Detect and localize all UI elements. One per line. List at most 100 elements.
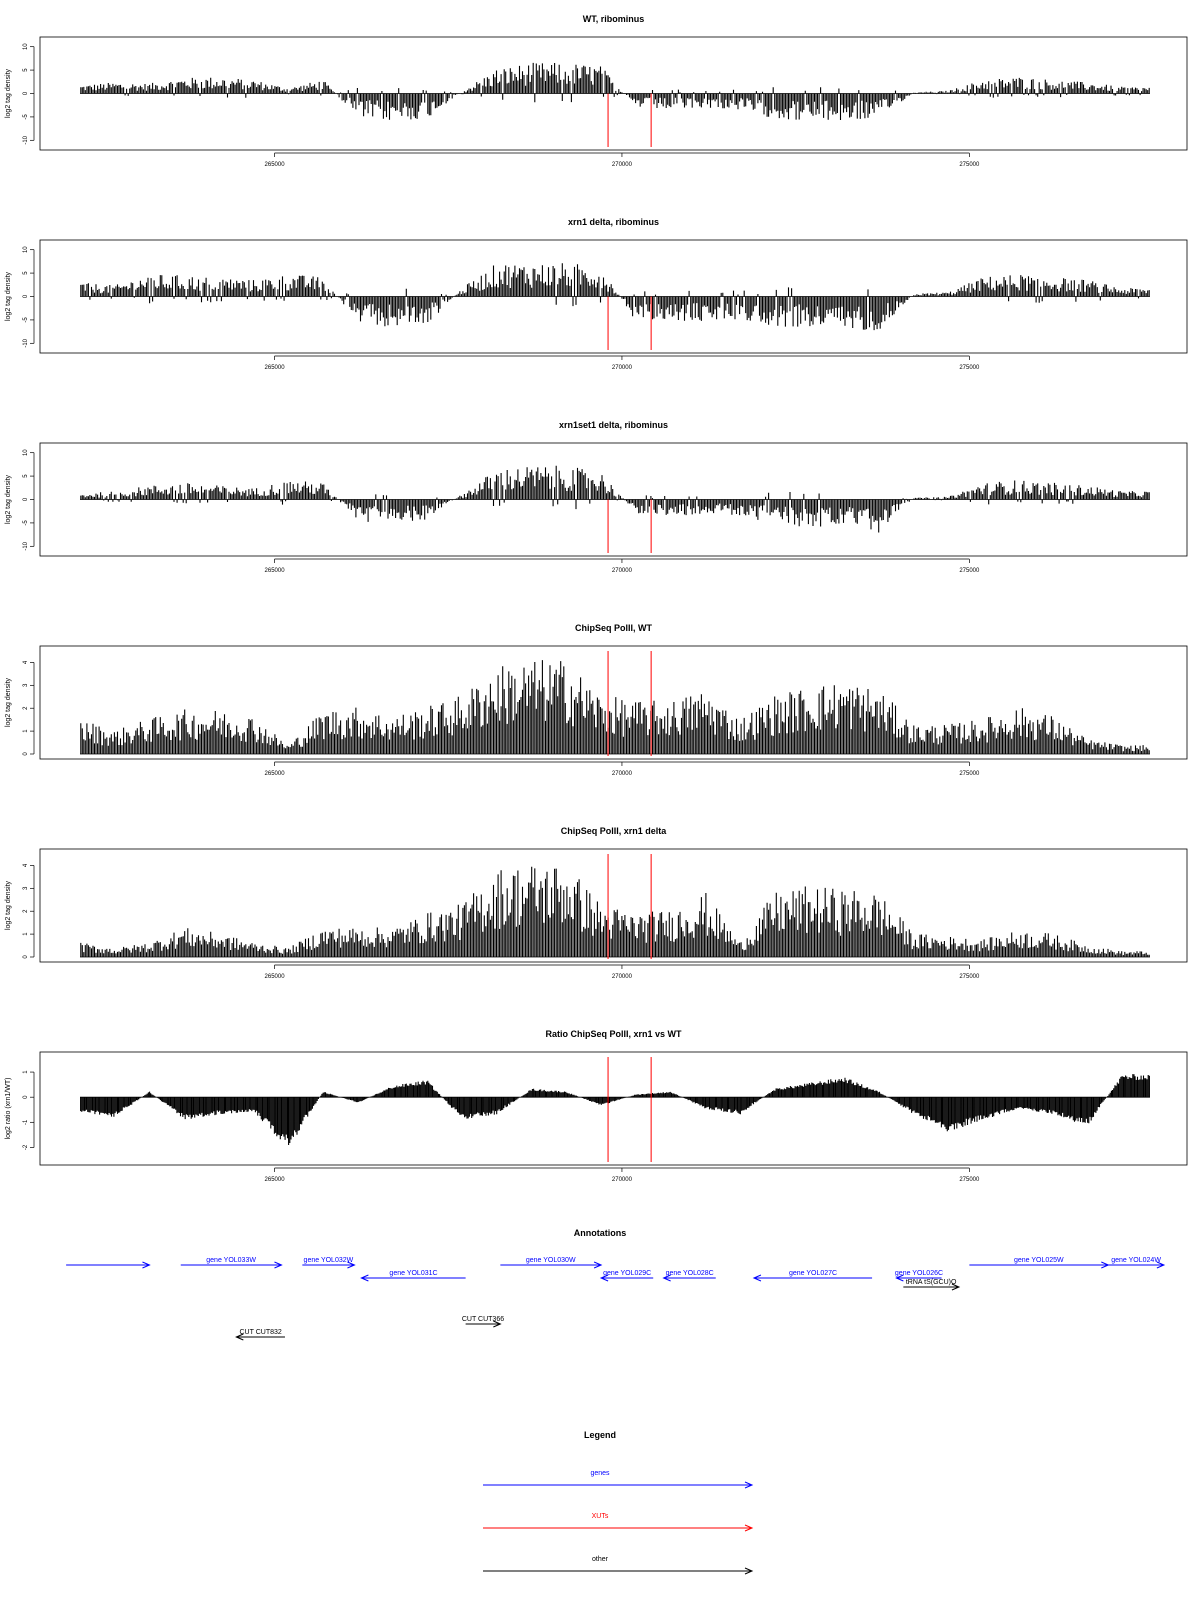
annotation-arrowhead [1101, 1261, 1110, 1269]
panel-title: xrn1 delta, ribominus [568, 217, 659, 227]
annotations-title: Annotations [574, 1228, 627, 1238]
y-tick-label: 10 [23, 43, 29, 50]
panel-frame [39, 36, 1188, 151]
x-tick-label: 270000 [612, 974, 633, 980]
y-tick-label: -5 [23, 520, 29, 526]
y-tick-label: -5 [23, 317, 29, 323]
panel-frame [39, 239, 1188, 354]
panel-title: ChipSeq PolII, xrn1 delta [561, 826, 668, 836]
x-tick-label: 275000 [959, 162, 980, 168]
panel-frame [39, 1051, 1188, 1166]
y-tick-label: 2 [23, 706, 29, 710]
y-tick-label: 0 [23, 1095, 29, 1099]
panel-6: Ratio ChipSeq PolII, xrn1 vs WT -2 -1 0 1 log… [5, 1029, 1188, 1183]
annotations-panel: Annotations gene YOL033W gene YOL032W gene … [66, 1228, 1166, 1341]
legend-arrowhead [744, 1567, 754, 1575]
annotation-label: gene YOL024W [1111, 1257, 1161, 1264]
x-tick-label: 275000 [959, 771, 980, 777]
x-tick-label: 270000 [612, 1177, 633, 1183]
y-tick-label: 10 [23, 449, 29, 456]
annotation-arrowhead [752, 1274, 762, 1282]
annotation-label: gene YOL032W [304, 1257, 354, 1264]
legend-label: genes [590, 1470, 610, 1477]
panel-title: Ratio ChipSeq PolII, xrn1 vs WT [545, 1029, 682, 1039]
legend-arrowhead [744, 1524, 754, 1532]
annotation-arrowhead [895, 1274, 904, 1282]
y-tick-label: 1 [23, 932, 29, 936]
annotation-label: CUT CUT832 [240, 1329, 282, 1336]
legend-arrowhead [744, 1481, 754, 1489]
y-tick-label: -10 [23, 541, 29, 550]
annotation-arrowhead [599, 1274, 609, 1282]
annotation-arrowhead [662, 1274, 671, 1282]
y-tick-label: 0 [23, 91, 29, 95]
x-tick-label: 270000 [612, 365, 633, 371]
x-tick-label: 265000 [265, 162, 286, 168]
annotation-label: tRNA tS(GCU)O [906, 1279, 957, 1286]
annotation-arrowhead [360, 1274, 369, 1282]
y-tick-label: 4 [23, 863, 29, 867]
legend-title: Legend [584, 1430, 616, 1440]
panel-title: WT, ribominus [583, 14, 645, 24]
y-tick-label: 3 [23, 886, 29, 890]
y-tick-label: -2 [23, 1144, 29, 1150]
annotation-arrowhead [493, 1320, 502, 1328]
panel-4: ChipSeq PolII, WT 0 1 2 3 4 log2 tag density 26… [5, 623, 1188, 777]
panel-2: xrn1 delta, ribominus -10 -5 0 5 10 log2 tag d… [5, 217, 1188, 371]
x-tick-label: 270000 [612, 162, 633, 168]
y-axis-label: log2 ratio (xrn1/WT) [5, 1078, 12, 1140]
panel-5: ChipSeq PolII, xrn1 delta 0 1 2 3 4 log2 tag d… [5, 826, 1188, 980]
y-tick-label: -10 [23, 135, 29, 144]
y-axis-label: log2 tag density [5, 474, 12, 524]
y-tick-label: 10 [23, 246, 29, 253]
annotation-arrowhead [235, 1333, 244, 1341]
legend-panel: Legend genes XUTs other [483, 1430, 754, 1575]
y-tick-label: 0 [23, 294, 29, 298]
x-tick-label: 265000 [265, 1177, 286, 1183]
y-axis-label: log2 tag density [5, 68, 12, 118]
data-bars [80, 660, 1150, 754]
x-tick-label: 275000 [959, 974, 980, 980]
y-tick-label: -10 [23, 338, 29, 347]
annotation-arrowhead [142, 1261, 151, 1269]
annotation-label: CUT CUT366 [462, 1316, 504, 1323]
y-tick-label: 1 [23, 729, 29, 733]
annotation-label: gene YOL033W [206, 1257, 256, 1264]
y-tick-label: 0 [23, 955, 29, 959]
annotation-arrowhead [274, 1261, 283, 1269]
y-tick-label: -1 [23, 1119, 29, 1125]
data-bars [80, 1074, 1150, 1145]
annotation-label: gene YOL025W [1014, 1257, 1064, 1264]
y-tick-label: -5 [23, 114, 29, 120]
panel-3: xrn1set1 delta, ribominus -10 -5 0 5 10 log2 t… [5, 420, 1188, 574]
annotation-arrowhead [1156, 1261, 1166, 1269]
annotation-arrowhead [593, 1261, 603, 1269]
panel-frame [39, 442, 1188, 557]
annotation-arrowhead [347, 1261, 356, 1269]
y-axis-label: log2 tag density [5, 271, 12, 321]
x-tick-label: 270000 [612, 568, 633, 574]
x-tick-label: 265000 [265, 974, 286, 980]
legend-label: XUTs [592, 1513, 609, 1520]
annotation-arrowhead [951, 1283, 961, 1291]
x-tick-label: 270000 [612, 771, 633, 777]
annotation-label: gene YOL027C [789, 1270, 837, 1277]
annotation-label: gene YOL030W [526, 1257, 576, 1264]
annotation-label: gene YOL029C [603, 1270, 651, 1277]
x-tick-label: 265000 [265, 771, 286, 777]
y-axis-label: log2 tag density [5, 677, 12, 727]
annotation-label: gene YOL031C [389, 1270, 437, 1277]
x-tick-label: 275000 [959, 1177, 980, 1183]
panel-1: WT, ribominus -10 -5 0 5 10 log2 tag density 26… [5, 14, 1188, 168]
annotation-label: gene YOL026C [895, 1270, 943, 1277]
y-tick-label: 2 [23, 909, 29, 913]
y-tick-label: 1 [23, 1070, 29, 1074]
y-tick-label: 0 [23, 497, 29, 501]
data-bars [80, 866, 1150, 957]
panel-title: ChipSeq PolII, WT [575, 623, 652, 633]
y-tick-label: 3 [23, 683, 29, 687]
y-tick-label: 5 [23, 68, 29, 72]
y-tick-label: 4 [23, 660, 29, 664]
annotation-label: gene YOL028C [666, 1270, 714, 1277]
